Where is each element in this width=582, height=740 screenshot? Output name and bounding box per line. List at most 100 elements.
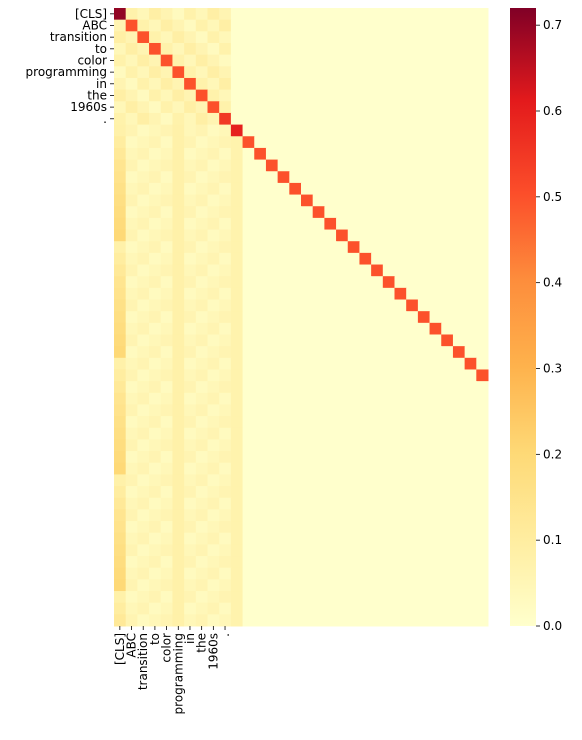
heatmap-cell — [160, 591, 173, 604]
heatmap-cell — [254, 252, 267, 266]
heatmap-cell — [114, 334, 127, 347]
heatmap-cell — [452, 42, 466, 56]
heatmap-cell — [265, 31, 279, 44]
heatmap-cell — [289, 276, 302, 289]
heatmap-cell — [394, 159, 407, 172]
heatmap-cell — [406, 346, 419, 359]
heatmap-cell — [324, 66, 337, 79]
heatmap-cell — [207, 241, 220, 254]
heatmap-cell — [125, 591, 138, 604]
heatmap-cell — [336, 334, 349, 347]
heatmap-cell — [137, 591, 150, 604]
heatmap-cell — [464, 591, 477, 604]
heatmap-cell — [312, 206, 325, 219]
heatmap-cell — [324, 567, 337, 580]
heatmap-cell — [406, 147, 419, 161]
heatmap-cell — [149, 112, 162, 126]
heatmap-cell — [347, 159, 360, 172]
heatmap-cell — [382, 217, 395, 231]
heatmap-cell — [371, 439, 384, 452]
heatmap-cell — [289, 31, 302, 44]
heatmap-cell — [137, 54, 150, 67]
heatmap-cell — [160, 579, 173, 592]
heatmap-cell — [406, 89, 419, 102]
heatmap-cell — [125, 77, 138, 91]
heatmap-cell — [184, 346, 197, 359]
heatmap-cell — [476, 89, 489, 102]
heatmap-cell — [114, 299, 127, 312]
heatmap-cell — [452, 556, 466, 569]
heatmap-cell — [265, 416, 279, 429]
heatmap-cell — [265, 241, 279, 254]
heatmap-cell — [277, 89, 290, 102]
heatmap-cell — [125, 532, 138, 545]
heatmap-cell — [347, 556, 360, 569]
heatmap-cell — [219, 217, 232, 231]
heatmap-cell — [324, 101, 337, 114]
heatmap-cell — [184, 322, 197, 335]
heatmap-cell — [219, 532, 232, 545]
heatmap-cell — [172, 509, 185, 522]
heatmap-cell — [441, 357, 454, 370]
heatmap-cell — [347, 369, 360, 382]
heatmap-cell — [312, 462, 325, 475]
heatmap-cell — [125, 556, 138, 569]
heatmap-cell — [137, 147, 150, 161]
heatmap-cell — [254, 171, 267, 184]
heatmap-cell — [230, 171, 244, 184]
heatmap-cell — [371, 66, 384, 79]
heatmap-cell — [476, 229, 489, 242]
heatmap-cell — [160, 31, 173, 44]
heatmap-cell — [184, 101, 197, 114]
heatmap-cell — [394, 112, 407, 126]
heatmap-cell — [417, 89, 431, 102]
heatmap-cell — [452, 299, 466, 312]
heatmap-cell — [324, 497, 337, 510]
heatmap-cell — [219, 497, 232, 510]
heatmap-cell — [160, 264, 173, 277]
heatmap-cell — [289, 532, 302, 545]
heatmap-cell — [137, 311, 150, 324]
heatmap-cell — [207, 229, 220, 242]
heatmap-cell — [125, 451, 138, 464]
heatmap-cell — [464, 19, 477, 32]
heatmap-cell — [382, 579, 395, 592]
heatmap-cell — [312, 311, 325, 324]
heatmap-cell — [441, 264, 454, 277]
heatmap-cell — [359, 124, 372, 137]
heatmap-cell — [195, 77, 208, 91]
heatmap-cell — [476, 147, 489, 161]
heatmap-cell — [230, 19, 244, 32]
heatmap-cell — [312, 252, 325, 266]
heatmap-cell — [265, 124, 279, 137]
heatmap-cell — [160, 357, 173, 370]
heatmap-cell — [452, 89, 466, 102]
heatmap-cell — [464, 579, 477, 592]
heatmap-cell — [230, 42, 244, 56]
heatmap-cell — [114, 182, 127, 196]
heatmap-cell — [371, 241, 384, 254]
heatmap-cell — [207, 346, 220, 359]
heatmap-cell — [324, 392, 337, 405]
heatmap-cell — [371, 54, 384, 67]
heatmap-cell — [476, 544, 489, 557]
heatmap-cell — [207, 497, 220, 510]
heatmap-cell — [265, 357, 279, 370]
heatmap-cell — [452, 532, 466, 545]
heatmap-cell — [149, 241, 162, 254]
heatmap-cell — [324, 591, 337, 604]
heatmap-cell — [230, 311, 244, 324]
heatmap-cell — [324, 252, 337, 266]
heatmap-cell — [149, 217, 162, 231]
heatmap-cell — [324, 322, 337, 335]
heatmap-cell — [172, 276, 185, 289]
heatmap-cell — [254, 602, 267, 615]
heatmap-cell — [137, 509, 150, 522]
heatmap-cell — [336, 404, 349, 417]
heatmap-cell — [254, 509, 267, 522]
heatmap-cell — [452, 579, 466, 592]
heatmap-cell — [464, 8, 477, 21]
heatmap-cell — [464, 427, 477, 440]
heatmap-cell — [230, 556, 244, 569]
heatmap-cell — [429, 579, 442, 592]
